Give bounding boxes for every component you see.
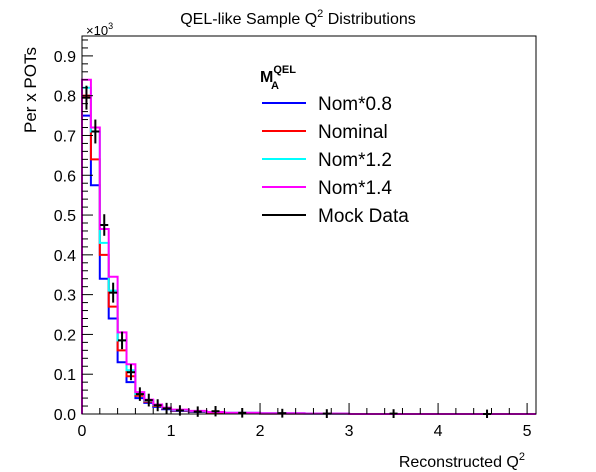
x-tick-label: 5 [523,423,532,440]
mock-data-point [82,85,91,110]
axis-layer: 0 1 2 3 4 5 0.0 0.1 0.2 0.3 0.4 0.5 0.6 0.7 0.8 0.9 [54,39,532,440]
x-tick-label: 2 [256,423,265,440]
legend-item-nominal: Nominal [262,122,388,143]
legend-label: Nom*1.4 [318,178,392,199]
legend-label: Nom*1.2 [318,150,392,171]
y-multiplier-base: ×10 [86,23,108,38]
mock-data-point [162,402,171,415]
legend-item-mock-data: Mock Data [262,206,409,227]
y-tick-label: 0.8 [54,89,76,106]
y-multiplier-exponent: 3 [108,21,113,31]
y-axis-label: Per x POTs [21,47,40,133]
mock-data-point [100,214,109,236]
plot-frame [81,35,537,415]
mock-data-point [144,393,153,407]
y-tick-label: 0.0 [54,407,76,424]
x-tick-label: 3 [345,423,354,440]
legend-label: Mock Data [318,206,409,227]
y-tick-label: 0.5 [54,208,76,225]
legend-header-subscript: A [271,80,279,92]
mock-data-point [193,406,202,417]
y-tick-label: 0.9 [54,49,76,66]
y-tick-label: 0.3 [54,288,76,305]
chart-title: QEL-like Sample Q2 Distributions [180,8,416,28]
legend-label: Nominal [318,122,388,143]
mock-data-point [109,282,118,303]
y-tick-label: 0.7 [54,128,76,145]
x-axis-label: Reconstructed Q2 [399,451,525,471]
mock-data-point [135,387,144,401]
legend-item-nom-1-4: Nom*1.4 [262,178,392,199]
y-tick-label: 0.2 [54,327,76,344]
x-tick-label: 0 [78,423,87,440]
x-axis-label-superscript: 2 [519,451,525,463]
chart-title-main: QEL-like Sample Q [180,11,317,28]
legend-header-superscript: QEL [273,64,296,76]
y-tick-label: 0.4 [54,248,76,265]
legend-label: Nom*0.8 [318,94,392,115]
legend-item-nom-0-8: Nom*0.8 [262,94,392,115]
mock-data-point [126,364,135,381]
legend-items: Nom*0.8 Nominal Nom*1.2 Nom*1.4 Mock Data [262,94,409,227]
chart-title-superscript: 2 [317,8,323,20]
mock-data-point [278,408,287,418]
x-tick-label: 1 [167,423,176,440]
legend: MQEL A Nom*0.8 Nominal Nom*1.2 Nom*1.4 Mock D… [260,64,409,227]
x-axis-label-main: Reconstructed Q [399,454,519,471]
mock-data-point [153,399,162,412]
mock-data-point [118,331,127,350]
chart-title-suffix: Distributions [323,11,415,28]
mock-data-point [91,119,100,144]
y-tick-label: 0.1 [54,367,76,384]
y-multiplier: ×103 [86,21,113,38]
x-tick-label: 4 [434,423,443,440]
legend-item-nom-1-2: Nom*1.2 [262,150,392,171]
legend-header: MQEL A [260,64,296,92]
mock-data-point [211,406,220,417]
y-tick-label: 0.6 [54,168,76,185]
legend-header-main: M [260,69,273,86]
